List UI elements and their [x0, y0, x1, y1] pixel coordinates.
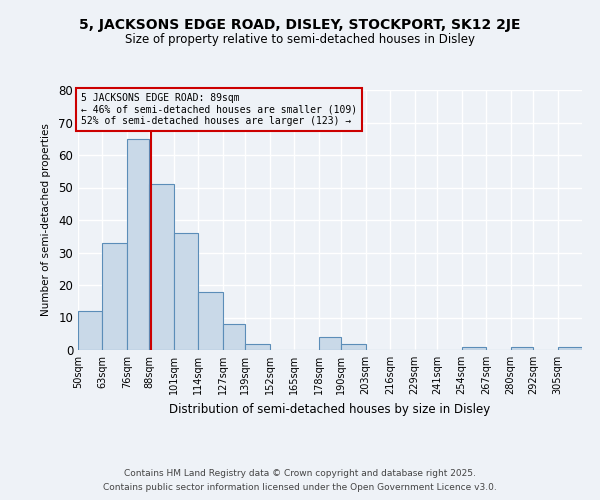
Bar [341, 344, 366, 350]
Bar [199, 292, 223, 350]
Text: 5, JACKSONS EDGE ROAD, DISLEY, STOCKPORT, SK12 2JE: 5, JACKSONS EDGE ROAD, DISLEY, STOCKPORT… [79, 18, 521, 32]
Text: Size of property relative to semi-detached houses in Disley: Size of property relative to semi-detach… [125, 32, 475, 46]
Bar [245, 344, 270, 350]
Bar [511, 347, 533, 350]
Text: Contains public sector information licensed under the Open Government Licence v3: Contains public sector information licen… [103, 484, 497, 492]
Text: Contains HM Land Registry data © Crown copyright and database right 2025.: Contains HM Land Registry data © Crown c… [124, 468, 476, 477]
Bar [319, 337, 341, 350]
Bar [127, 138, 149, 350]
Bar [103, 243, 127, 350]
Bar [174, 233, 199, 350]
Y-axis label: Number of semi-detached properties: Number of semi-detached properties [41, 124, 52, 316]
X-axis label: Distribution of semi-detached houses by size in Disley: Distribution of semi-detached houses by … [169, 402, 491, 415]
Bar [223, 324, 245, 350]
Text: 5 JACKSONS EDGE ROAD: 89sqm
← 46% of semi-detached houses are smaller (109)
52% : 5 JACKSONS EDGE ROAD: 89sqm ← 46% of sem… [80, 92, 356, 126]
Bar [461, 347, 486, 350]
Bar [149, 184, 174, 350]
Bar [78, 311, 103, 350]
Bar [557, 347, 582, 350]
